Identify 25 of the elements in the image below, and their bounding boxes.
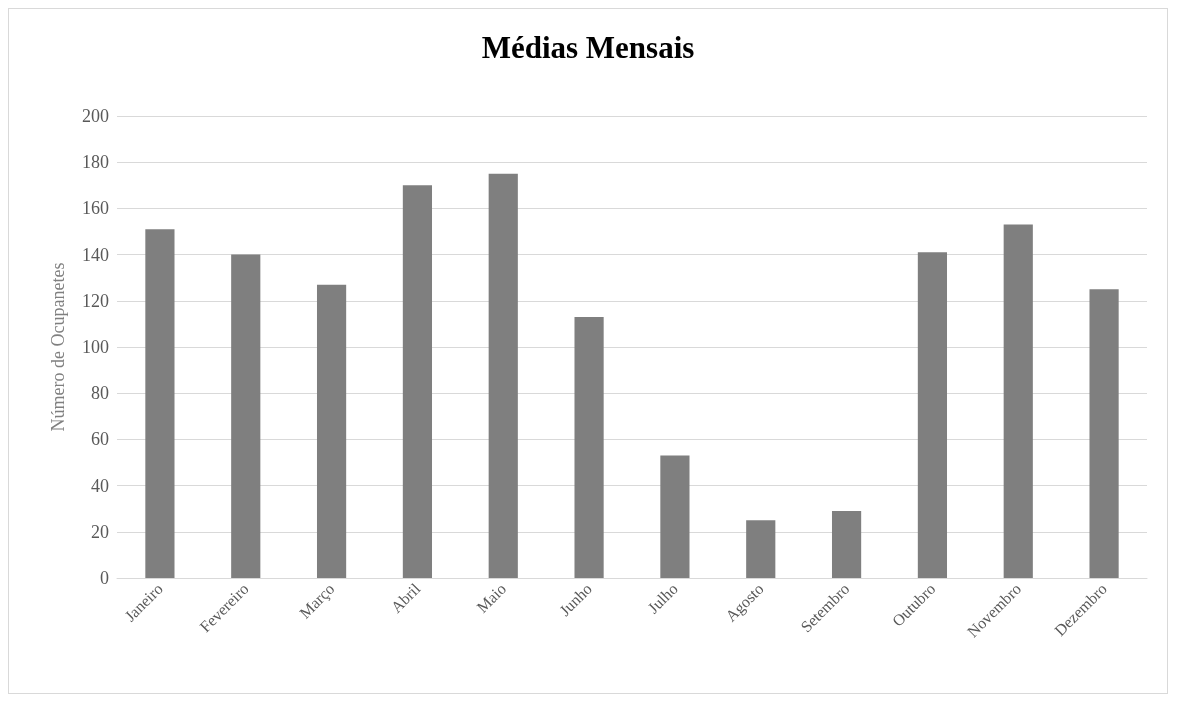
- bar: [1003, 224, 1033, 578]
- y-tick-label: 160: [82, 198, 109, 219]
- y-tick-label: 120: [82, 290, 109, 311]
- bar: [831, 511, 862, 578]
- y-tick-label: 200: [82, 106, 109, 126]
- bar: [231, 254, 261, 578]
- y-tick-label: 100: [82, 337, 109, 357]
- bar: [402, 185, 433, 578]
- y-axis-title: Número de Ocupanetes: [48, 262, 68, 432]
- bar: [574, 316, 604, 578]
- bar: [145, 229, 175, 578]
- chart-title: Médias Mensais: [481, 30, 695, 65]
- y-tick-label: 40: [91, 475, 109, 496]
- y-tick-label: 0: [100, 568, 109, 588]
- bar: [1089, 289, 1119, 578]
- y-tick-label: 80: [91, 383, 109, 404]
- bar: [746, 520, 776, 578]
- bar: [488, 173, 518, 578]
- bar: [660, 455, 690, 578]
- bar: [917, 252, 948, 578]
- y-tick-label: 20: [91, 521, 109, 542]
- y-tick-label: 140: [82, 244, 109, 265]
- y-tick-label: 180: [82, 152, 109, 173]
- bar: [316, 284, 347, 578]
- y-tick-label: 60: [91, 429, 109, 450]
